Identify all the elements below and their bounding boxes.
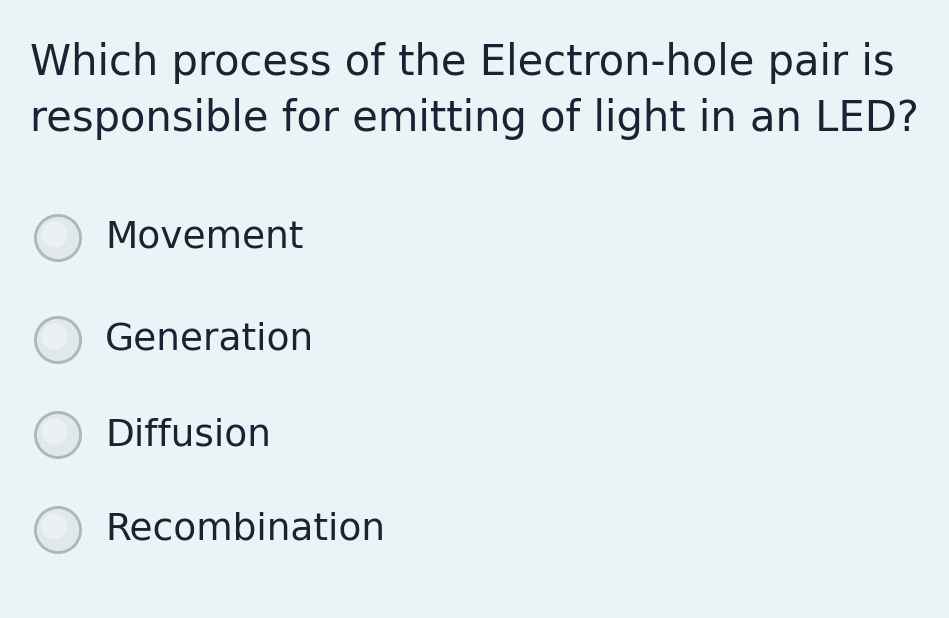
Text: Which process of the Electron-hole pair is: Which process of the Electron-hole pair … (30, 42, 895, 84)
Circle shape (34, 316, 82, 364)
Circle shape (41, 221, 67, 248)
Text: Movement: Movement (105, 220, 304, 256)
Circle shape (41, 323, 67, 350)
Circle shape (34, 411, 82, 459)
Circle shape (34, 214, 82, 262)
Text: Recombination: Recombination (105, 512, 385, 548)
Circle shape (41, 513, 67, 540)
Circle shape (37, 414, 79, 456)
Text: Generation: Generation (105, 322, 314, 358)
Circle shape (37, 217, 79, 259)
Circle shape (37, 319, 79, 361)
Text: Diffusion: Diffusion (105, 417, 270, 453)
Circle shape (41, 418, 67, 444)
Circle shape (34, 506, 82, 554)
Text: responsible for emitting of light in an LED?: responsible for emitting of light in an … (30, 98, 919, 140)
Circle shape (37, 509, 79, 551)
